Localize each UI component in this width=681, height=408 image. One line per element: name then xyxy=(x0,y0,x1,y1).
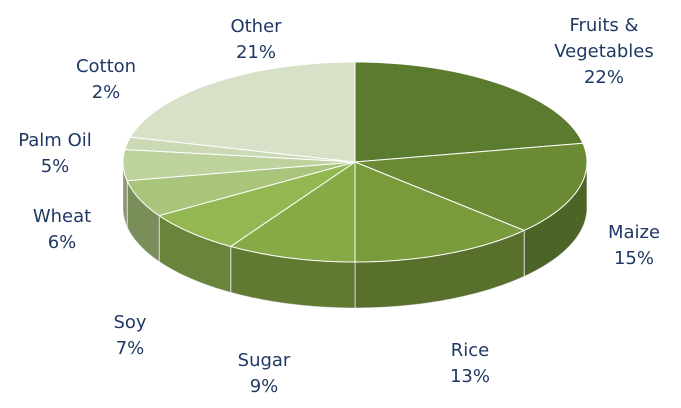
slice xyxy=(122,148,356,182)
slice-label: Fruits & Vegetables 22% xyxy=(549,13,659,91)
category-name: Rice xyxy=(450,340,490,361)
percent-label: 6% xyxy=(47,232,77,253)
percent-label: 2% xyxy=(91,82,121,103)
slice xyxy=(229,161,356,263)
percent-label: 5% xyxy=(40,156,70,177)
slice xyxy=(129,61,356,163)
slice-label: Cotton 2% xyxy=(61,54,151,106)
slice-side-shade xyxy=(355,230,525,308)
slice-label: Wheat 6% xyxy=(22,204,102,256)
category-name: Cotton xyxy=(75,56,137,77)
slice-side-shade xyxy=(127,180,160,262)
slice-label: Rice 13% xyxy=(430,338,510,390)
slice-label: Other 21% xyxy=(216,14,296,66)
category-name: Other xyxy=(230,16,282,37)
slice-side-shade xyxy=(159,215,231,293)
slice xyxy=(354,61,584,163)
percent-label: 22% xyxy=(583,67,624,88)
category-name: Fruits & Vegetables xyxy=(554,15,654,62)
slice-label: Palm Oil 5% xyxy=(10,128,100,180)
slice-side-shade xyxy=(524,162,587,277)
percent-label: 7% xyxy=(115,338,145,359)
percent-label: 21% xyxy=(235,42,276,63)
percent-label: 13% xyxy=(449,366,490,387)
slice-label: Soy 7% xyxy=(90,310,170,362)
category-name: Maize xyxy=(607,222,661,243)
slice-side-shade xyxy=(123,162,128,227)
category-name: Wheat xyxy=(32,206,92,227)
slice-label: Maize 15% xyxy=(594,220,674,272)
slice-label: Sugar 9% xyxy=(224,348,304,400)
slice xyxy=(354,161,526,263)
slice xyxy=(157,161,356,247)
slice-side-shade xyxy=(230,246,355,308)
slice xyxy=(354,142,588,232)
percent-label: 9% xyxy=(249,376,279,397)
percent-label: 15% xyxy=(613,248,654,269)
slice xyxy=(126,161,356,217)
category-name: Palm Oil xyxy=(18,130,92,151)
category-name: Soy xyxy=(113,312,147,333)
category-name: Sugar xyxy=(237,350,291,371)
